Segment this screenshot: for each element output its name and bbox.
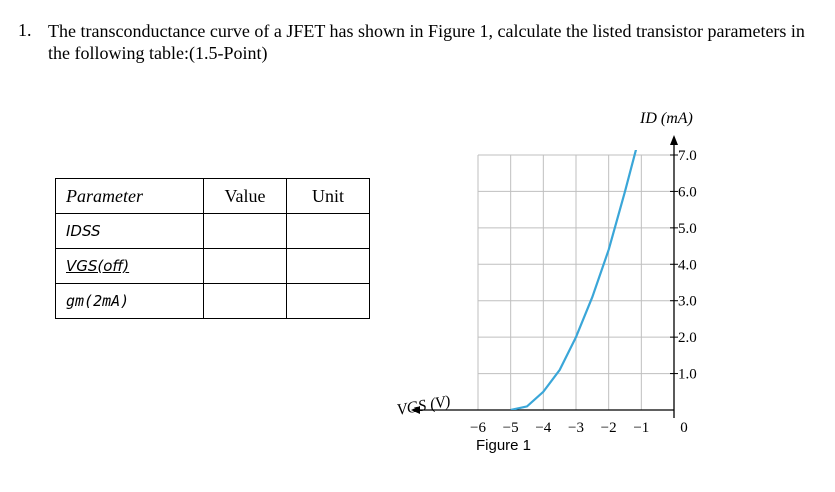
x-axis-label: VGS (V) [396,393,452,419]
question-number: 1. [18,20,32,40]
unit-cell[interactable] [286,248,370,284]
y-tick-label: 4.0 [678,257,697,273]
header-unit: Unit [286,178,370,214]
x-tick-label: −5 [503,420,519,436]
figure-caption: Figure 1 [476,437,532,454]
x-tick-label: −3 [568,420,584,436]
header-parameter: Parameter [55,178,204,214]
y-tick-label: 2.0 [678,330,697,346]
x-tick-label: −6 [470,420,486,436]
y-tick-label: 7.0 [678,148,697,164]
y-tick-label: 5.0 [678,221,697,237]
x-tick-label: −1 [633,420,649,436]
y-axis-arrow [670,135,678,145]
param-vgs-off: VGS(off) [55,248,204,284]
x-tick-labels: −6 −5 −4 −3 −2 −1 0 [470,420,688,436]
header-value: Value [203,178,287,214]
x-tick-label: 0 [680,420,688,436]
param-gm: gm(2mA) [55,283,204,319]
table-row: IDSS [55,213,370,249]
unit-cell[interactable] [286,213,370,249]
question-text: The transconductance curve of a JFET has… [48,21,805,63]
unit-cell[interactable] [286,283,370,319]
value-cell[interactable] [203,213,287,249]
y-tick-label: 1.0 [678,367,697,383]
x-tick-label: −2 [601,420,617,436]
x-tick-label: −4 [535,420,551,436]
param-vgs-off-text: VGS(off) [66,257,130,275]
y-tick-label: 6.0 [678,184,697,200]
value-cell[interactable] [203,283,287,319]
parameter-table: Parameter Value Unit IDSS VGS(off) gm(2m… [55,178,370,319]
y-tick-labels: 7.0 6.0 5.0 4.0 3.0 2.0 1.0 [678,148,697,383]
transconductance-chart: 7.0 6.0 5.0 4.0 3.0 2.0 1.0 −6 −5 −4 −3 −2 −1 0 ID (… [396,110,697,436]
param-idss: IDSS [55,213,204,249]
table-row: VGS(off) [55,248,370,284]
y-axis-label: ID (mA) [639,110,693,127]
chart-grid [477,154,675,410]
table-header-row: Parameter Value Unit [55,178,370,214]
x-axis-arrow [411,406,420,414]
y-tick-label: 3.0 [678,294,697,310]
table-row: gm(2mA) [55,283,370,319]
chart-axes [411,135,678,418]
value-cell[interactable] [203,248,287,284]
transfer-curve [510,150,638,410]
